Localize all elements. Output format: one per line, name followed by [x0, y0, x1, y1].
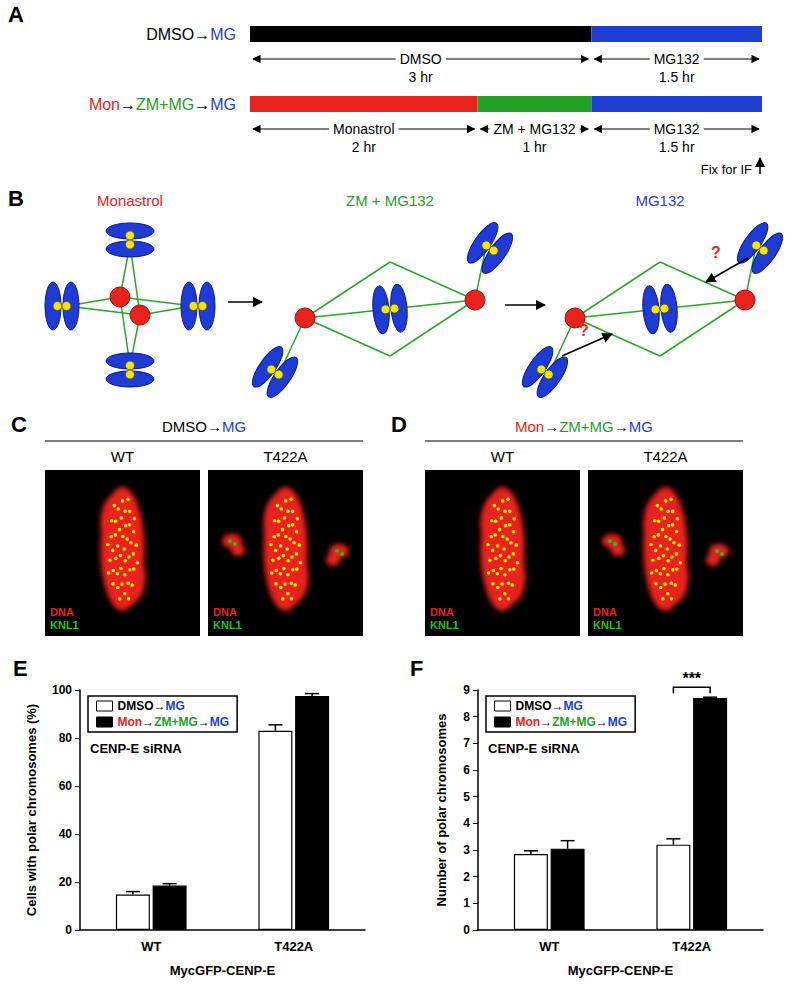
svg-text:Mon→ZM+MG→MG: Mon→ZM+MG→MG — [89, 96, 236, 113]
svg-text:100: 100 — [52, 683, 72, 697]
svg-text:T422A: T422A — [672, 939, 712, 954]
svg-text:Fix for IF: Fix for IF — [701, 162, 752, 177]
svg-text:DNA: DNA — [50, 606, 74, 618]
svg-text:Monastrol: Monastrol — [333, 121, 394, 137]
svg-text:→: → — [198, 715, 210, 729]
svg-text:80: 80 — [59, 731, 73, 745]
svg-text:DNA: DNA — [593, 606, 617, 618]
svg-text:A: A — [8, 2, 24, 27]
svg-text:ZM + MG132: ZM + MG132 — [346, 192, 434, 209]
svg-text:40: 40 — [59, 827, 73, 841]
svg-text:DMSO→MG: DMSO→MG — [146, 26, 236, 43]
svg-text:WT: WT — [111, 448, 134, 465]
svg-text:3 hr: 3 hr — [409, 69, 433, 85]
svg-text:Number of polar chromosomes: Number of polar chromosomes — [434, 714, 449, 907]
svg-text:8: 8 — [463, 710, 470, 724]
svg-text:MG: MG — [166, 699, 185, 713]
svg-text:Mon→ZM+MG→MG: Mon→ZM+MG→MG — [515, 418, 653, 435]
svg-text:F: F — [410, 656, 423, 681]
svg-text:Cells with polar chromosomes (: Cells with polar chromosomes (%) — [24, 704, 39, 916]
svg-text:→: → — [540, 715, 552, 729]
svg-text:→: → — [552, 699, 564, 713]
svg-text:B: B — [8, 186, 24, 211]
svg-text:T422A: T422A — [274, 939, 314, 954]
svg-text:C: C — [11, 412, 27, 437]
svg-text:3: 3 — [463, 843, 470, 857]
svg-text:MycGFP-CENP-E: MycGFP-CENP-E — [568, 963, 674, 978]
svg-text:T422A: T422A — [643, 448, 687, 465]
svg-text:DNA: DNA — [430, 606, 454, 618]
svg-text:CENP-E siRNA: CENP-E siRNA — [90, 741, 182, 756]
svg-text:1.5 hr: 1.5 hr — [659, 139, 695, 155]
svg-text:ZM+MG: ZM+MG — [154, 715, 198, 729]
svg-text:5: 5 — [463, 790, 470, 804]
svg-text:E: E — [13, 656, 28, 681]
svg-text:ZM + MG132: ZM + MG132 — [493, 121, 575, 137]
svg-text:→: → — [142, 715, 154, 729]
svg-text:MG: MG — [564, 699, 583, 713]
svg-text:WT: WT — [491, 448, 514, 465]
svg-text:***: *** — [682, 670, 701, 687]
svg-text:?: ? — [579, 322, 589, 339]
svg-text:4: 4 — [463, 816, 470, 830]
svg-text:?: ? — [711, 244, 721, 261]
svg-text:1 hr: 1 hr — [522, 139, 546, 155]
svg-text:60: 60 — [59, 779, 73, 793]
svg-text:MycGFP-CENP-E: MycGFP-CENP-E — [170, 963, 276, 978]
svg-text:2 hr: 2 hr — [352, 139, 376, 155]
svg-text:1.5 hr: 1.5 hr — [659, 69, 695, 85]
svg-text:DMSO: DMSO — [400, 51, 442, 67]
svg-text:Mon: Mon — [516, 715, 541, 729]
svg-text:KNL1: KNL1 — [430, 619, 459, 631]
svg-text:1: 1 — [463, 896, 470, 910]
svg-text:9: 9 — [463, 683, 470, 697]
svg-text:WT: WT — [539, 939, 559, 954]
svg-text:CENP-E siRNA: CENP-E siRNA — [488, 741, 580, 756]
svg-text:MG132: MG132 — [654, 51, 700, 67]
svg-text:MG: MG — [210, 715, 229, 729]
svg-text:KNL1: KNL1 — [50, 619, 79, 631]
svg-text:6: 6 — [463, 763, 470, 777]
svg-text:2: 2 — [463, 870, 470, 884]
svg-text:Monastrol: Monastrol — [97, 192, 163, 209]
svg-text:→: → — [596, 715, 608, 729]
svg-text:DMSO→MG: DMSO→MG — [162, 418, 246, 435]
svg-text:DMSO: DMSO — [118, 699, 154, 713]
svg-text:MG132: MG132 — [635, 192, 684, 209]
svg-text:20: 20 — [59, 875, 73, 889]
svg-text:MG132: MG132 — [654, 121, 700, 137]
svg-text:DNA: DNA — [213, 606, 237, 618]
svg-text:0: 0 — [65, 923, 72, 937]
svg-text:T422A: T422A — [263, 448, 307, 465]
svg-text:7: 7 — [463, 736, 470, 750]
svg-text:Mon: Mon — [118, 715, 143, 729]
svg-text:→: → — [154, 699, 166, 713]
svg-text:KNL1: KNL1 — [213, 619, 242, 631]
svg-text:WT: WT — [141, 939, 161, 954]
svg-text:DMSO: DMSO — [516, 699, 552, 713]
svg-text:ZM+MG: ZM+MG — [552, 715, 596, 729]
svg-text:MG: MG — [608, 715, 627, 729]
svg-text:D: D — [391, 412, 407, 437]
svg-text:0: 0 — [463, 923, 470, 937]
svg-text:KNL1: KNL1 — [593, 619, 622, 631]
